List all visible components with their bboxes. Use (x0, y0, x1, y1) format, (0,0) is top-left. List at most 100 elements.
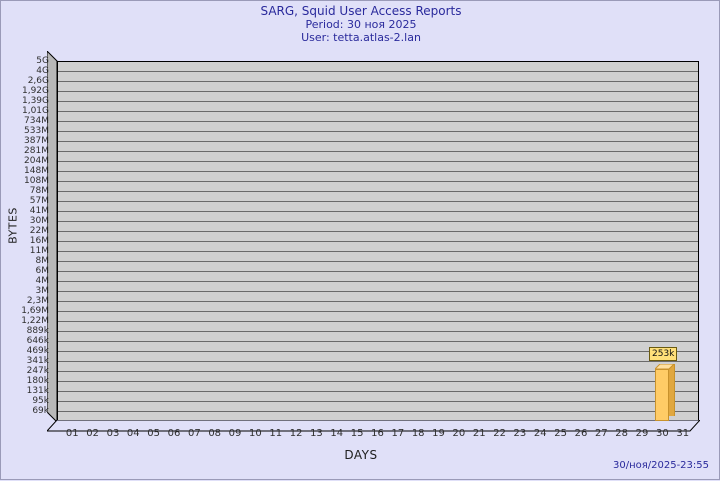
gridline (58, 341, 698, 342)
generated-timestamp: 30/ноя/2025-23:55 (612, 460, 709, 471)
x-axis-tick-label: 28 (615, 428, 629, 439)
x-axis-tick-label: 14 (330, 428, 344, 439)
gridline (58, 281, 698, 282)
y-axis-tick-label: 2,6G (27, 76, 49, 86)
chart-title-block: SARG, Squid User Access Reports Period: … (1, 4, 720, 45)
y-axis-tick-label: 1,22M (21, 316, 49, 326)
y-axis-tick-label: 57M (29, 196, 49, 206)
x-axis-tick-label: 09 (228, 428, 242, 439)
x-axis-tick-label: 15 (350, 428, 364, 439)
y-axis-tick-label: 1,92G (21, 86, 49, 96)
y-axis-tick-label: 1,69M (21, 306, 49, 316)
x-axis-tick-label: 20 (452, 428, 466, 439)
x-axis-tick-label: 26 (574, 428, 588, 439)
x-axis-label: DAYS (344, 448, 378, 462)
y-axis-tick-label: 4M (35, 276, 50, 286)
y-axis-tick-label: 646k (26, 336, 49, 346)
y-axis-tick-label: 148M (24, 166, 49, 176)
x-axis-tick-label: 21 (472, 428, 486, 439)
y-axis-tick-label: 1,01G (21, 106, 49, 116)
x-axis-tick-label: 12 (289, 428, 303, 439)
y-axis-tick-label: 11M (29, 246, 49, 256)
plot-left-wall-3d (47, 51, 58, 422)
x-axis-tick-label: 05 (147, 428, 160, 439)
x-axis-tick-label: 29 (635, 428, 649, 439)
gridline (58, 401, 698, 402)
bar-front-face (655, 369, 669, 421)
x-axis-tick-label: 13 (310, 428, 323, 439)
x-axis-tick-label: 16 (371, 428, 384, 439)
gridline (58, 81, 698, 82)
bar-value-label: 253k (649, 347, 678, 362)
report-user: User: tetta.atlas-2.lan (301, 31, 421, 44)
gridline (58, 101, 698, 102)
gridline (58, 91, 698, 92)
y-axis-tick-label: 6M (35, 266, 50, 276)
gridline (58, 131, 698, 132)
y-axis-tick-label: 341k (26, 356, 49, 366)
gridline (58, 151, 698, 152)
y-axis-tick-label: 387M (24, 136, 49, 146)
x-axis-tick-label: 27 (594, 428, 608, 439)
y-axis-tick-label: 2,3M (26, 296, 49, 306)
x-axis-tick-label: 25 (554, 428, 567, 439)
gridline (58, 301, 698, 302)
x-axis-tick-label: 01 (65, 428, 79, 439)
x-axis-tick-label: 24 (533, 428, 547, 439)
gridline (58, 321, 698, 322)
gridline (58, 331, 698, 332)
gridline (58, 231, 698, 232)
gridline (58, 391, 698, 392)
gridline (58, 191, 698, 192)
y-axis-tick-label: 69k (32, 406, 49, 416)
y-axis-tick-label: 734M (24, 116, 49, 126)
y-axis-tick-label: 1,39G (21, 96, 49, 106)
y-axis-tick-label: 8M (35, 256, 50, 266)
gridline (58, 251, 698, 252)
x-axis-tick-label: 17 (391, 428, 405, 439)
y-axis-tick-label: 30M (29, 216, 49, 226)
gridline (58, 201, 698, 202)
y-axis-tick-label: 889k (26, 326, 49, 336)
page-title: SARG, Squid User Access Reports (260, 4, 462, 18)
gridline (58, 111, 698, 112)
gridline (58, 121, 698, 122)
x-axis-tick-label: 07 (187, 428, 201, 439)
gridline (58, 181, 698, 182)
x-axis-tick-label: 31 (676, 428, 690, 439)
plot-floor-3d (47, 420, 700, 432)
gridline (58, 241, 698, 242)
x-axis-tick-label: 18 (411, 428, 425, 439)
gridline (58, 141, 698, 142)
y-axis-tick-label: 3M (35, 286, 50, 296)
y-axis-tick-label: 78M (29, 186, 49, 196)
bar[interactable] (655, 364, 675, 421)
y-axis-tick-label: 533M (24, 126, 49, 136)
gridline (58, 211, 698, 212)
x-axis-tick-label: 03 (106, 428, 120, 439)
gridline (58, 261, 698, 262)
gridline (58, 381, 698, 382)
report-period: Period: 30 ноя 2025 (305, 18, 417, 31)
gridline (58, 291, 698, 292)
y-axis-tick-label: 247k (26, 366, 49, 376)
gridline (58, 351, 698, 352)
bar-side-face (669, 364, 675, 416)
x-axis-tick-label: 10 (249, 428, 262, 439)
y-axis-tick-label: 108M (24, 176, 49, 186)
gridline (58, 71, 698, 72)
y-axis-ticks: 5G 4G 2,6G 1,92G 1,39G 1,01G 734M 533M 387M 281M 2… (1, 1, 49, 481)
gridline (58, 221, 698, 222)
x-axis-ticks: 01 02 03 04 05 06 07 08 09 10 11 12 13 14 15 16 17 18 19 20… (1, 428, 720, 442)
x-axis-tick-label: 06 (167, 428, 181, 439)
chart-plot-area (57, 61, 699, 421)
y-axis-tick-label: 95k (32, 396, 49, 406)
y-axis-tick-label: 281M (24, 146, 49, 156)
x-axis-tick-label: 04 (126, 428, 140, 439)
y-axis-tick-label: 5G (36, 56, 49, 66)
y-axis-tick-label: 41M (29, 206, 49, 216)
y-axis-tick-label: 22M (29, 226, 49, 236)
y-axis-tick-label: 4G (36, 66, 49, 76)
x-axis-tick-label: 02 (86, 428, 99, 439)
